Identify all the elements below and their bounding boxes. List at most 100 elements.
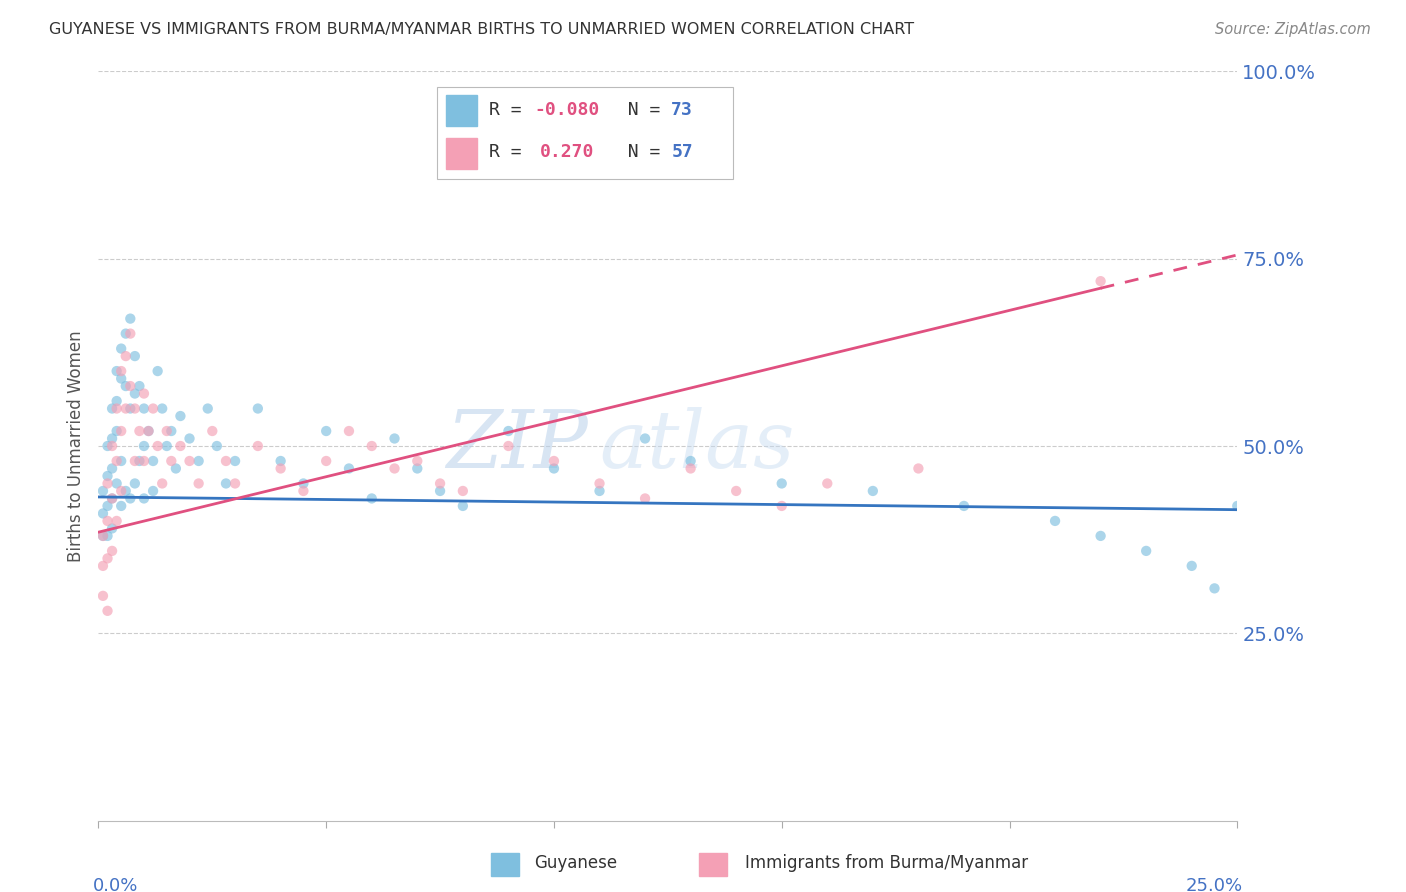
Point [114, 401, 136, 416]
Point [179, 454, 201, 468]
Point [128, 454, 150, 468]
Point [150, 476, 173, 491]
Point [128, 424, 150, 438]
Point [337, 461, 360, 475]
Point [110, 342, 132, 356]
Point [91, 529, 114, 543]
Point [105, 401, 128, 416]
Point [124, 386, 146, 401]
Point [451, 499, 474, 513]
Point [138, 424, 160, 438]
Point [96, 514, 118, 528]
Point [588, 483, 610, 498]
Bar [491, 853, 519, 876]
Point [179, 432, 201, 446]
Point [114, 349, 136, 363]
Point [201, 424, 224, 438]
Point [224, 454, 246, 468]
Point [451, 483, 474, 498]
Point [224, 476, 246, 491]
Point [101, 491, 124, 506]
Text: Immigrants from Burma/Myanmar: Immigrants from Burma/Myanmar [745, 855, 1028, 872]
Point [1204, 582, 1226, 596]
Point [101, 461, 124, 475]
Point [132, 386, 155, 401]
Point [105, 454, 128, 468]
Text: atlas: atlas [599, 408, 794, 484]
Point [120, 379, 142, 393]
Point [114, 326, 136, 341]
Point [270, 454, 292, 468]
Point [725, 483, 748, 498]
Point [150, 401, 173, 416]
Point [91, 558, 114, 573]
Point [1135, 544, 1157, 558]
Point [124, 454, 146, 468]
Point [120, 326, 142, 341]
Point [1043, 514, 1066, 528]
Point [1226, 499, 1249, 513]
Point [132, 439, 155, 453]
Point [953, 499, 976, 513]
Point [124, 349, 146, 363]
Point [429, 476, 451, 491]
Point [679, 454, 702, 468]
Point [96, 469, 118, 483]
Point [160, 454, 183, 468]
Point [110, 483, 132, 498]
Point [114, 483, 136, 498]
Point [169, 439, 191, 453]
Point [96, 476, 118, 491]
Point [360, 439, 382, 453]
Point [105, 514, 128, 528]
Point [543, 461, 565, 475]
Point [634, 491, 657, 506]
Point [110, 364, 132, 378]
Point [156, 439, 179, 453]
Point [110, 371, 132, 385]
Point [1090, 274, 1112, 288]
Point [101, 439, 124, 453]
Point [120, 491, 142, 506]
Point [110, 499, 132, 513]
Point [197, 401, 219, 416]
Point [142, 401, 165, 416]
Point [91, 529, 114, 543]
Point [634, 432, 657, 446]
Point [96, 499, 118, 513]
Text: Guyanese: Guyanese [534, 855, 617, 872]
Point [142, 454, 165, 468]
Y-axis label: Births to Unmarried Women: Births to Unmarried Women [66, 330, 84, 562]
Point [96, 529, 118, 543]
Point [105, 476, 128, 491]
Point [205, 439, 228, 453]
Point [315, 454, 337, 468]
Point [146, 439, 169, 453]
Point [187, 454, 209, 468]
Point [384, 432, 406, 446]
Point [1181, 558, 1204, 573]
Point [429, 483, 451, 498]
Point [337, 424, 360, 438]
Text: GUYANESE VS IMMIGRANTS FROM BURMA/MYANMAR BIRTHS TO UNMARRIED WOMEN CORRELATION : GUYANESE VS IMMIGRANTS FROM BURMA/MYANMA… [49, 22, 914, 37]
Point [132, 491, 155, 506]
Point [907, 461, 929, 475]
Point [124, 401, 146, 416]
Point [120, 311, 142, 326]
Point [588, 476, 610, 491]
Point [187, 476, 209, 491]
Point [246, 401, 269, 416]
Point [101, 544, 124, 558]
Point [292, 483, 315, 498]
Point [91, 483, 114, 498]
Point [360, 491, 382, 506]
Point [105, 364, 128, 378]
Point [246, 439, 269, 453]
Point [142, 483, 165, 498]
Point [1090, 529, 1112, 543]
Point [543, 454, 565, 468]
Point [110, 424, 132, 438]
Point [132, 401, 155, 416]
Point [770, 476, 793, 491]
Point [679, 461, 702, 475]
